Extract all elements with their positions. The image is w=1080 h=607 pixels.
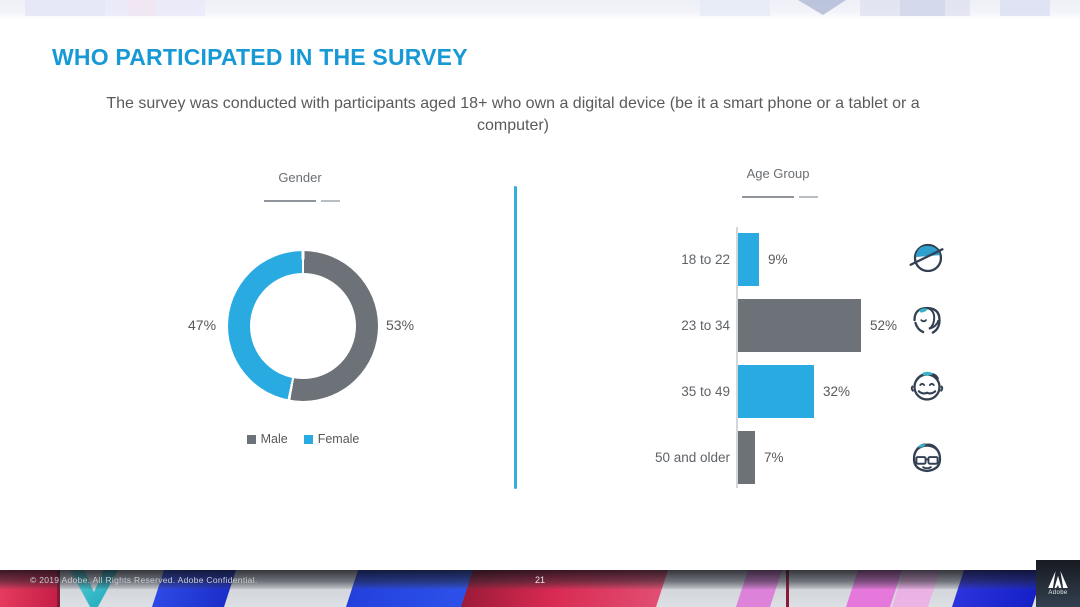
- bar-18-to-22: [738, 233, 760, 286]
- male-color-swatch: [246, 434, 256, 444]
- value-label: 7%: [764, 450, 784, 465]
- copyright-text: © 2019 Adobe. All Rights Reserved. Adobe…: [30, 574, 258, 585]
- female-color-swatch: [303, 434, 313, 444]
- age-title-underline-short: [799, 196, 818, 198]
- bar-23-to-34: [738, 299, 861, 352]
- legend-item-male: Male: [246, 432, 288, 446]
- category-label: 35 to 49: [681, 384, 730, 399]
- adobe-logo-badge: Adobe: [1036, 560, 1080, 607]
- gender-title-underline: [264, 200, 316, 202]
- page-number: 21: [534, 574, 545, 585]
- legend-item-female: Female: [303, 432, 360, 446]
- bar-50-and-older: [738, 431, 755, 484]
- gender-donut-hole: [250, 273, 356, 379]
- value-label: 52%: [870, 318, 898, 333]
- adult-face-icon: [913, 306, 941, 334]
- bar-chart-axis: [736, 227, 738, 488]
- adobe-logo-icon: [1048, 571, 1068, 588]
- banner-patch: [25, 0, 105, 16]
- value-label: 9%: [768, 252, 788, 267]
- banner-patch: [700, 0, 770, 16]
- age-title-underline: [742, 196, 794, 198]
- age-chart-title: Age Group: [746, 166, 810, 181]
- vertical-divider: [514, 186, 517, 489]
- female-percentage-label: 47%: [188, 317, 217, 333]
- value-label: 32%: [823, 384, 851, 399]
- category-label: 18 to 22: [681, 252, 730, 267]
- senior-face-icon: [912, 443, 942, 473]
- gender-legend: Male Female: [220, 432, 386, 446]
- category-label: 50 and older: [654, 450, 730, 465]
- banner-patch: [900, 0, 945, 16]
- page-subtitle: The survey was conducted with participan…: [106, 95, 920, 134]
- young-adult-face-icon: [909, 243, 944, 273]
- banner-chevron-shape: [798, 0, 846, 15]
- adobe-logo-text: Adobe: [1048, 590, 1068, 596]
- gender-title-underline-short: [321, 200, 340, 202]
- legend-label-female: Female: [317, 432, 360, 446]
- middle-aged-face-icon: [910, 371, 944, 401]
- banner-patch: [1000, 0, 1050, 16]
- top-decorative-banner: [0, 0, 1080, 20]
- bar-35-to-49: [738, 365, 814, 418]
- footer-bar: © 2019 Adobe. All Rights Reserved. Adobe…: [0, 570, 1080, 589]
- legend-label-male: Male: [260, 432, 288, 446]
- banner-patch: [128, 0, 156, 16]
- page-title: WHO PARTICIPATED IN THE SURVEY: [52, 44, 468, 70]
- category-label: 23 to 34: [681, 318, 730, 333]
- male-percentage-label: 53%: [386, 317, 415, 333]
- gender-chart-title: Gender: [278, 170, 322, 185]
